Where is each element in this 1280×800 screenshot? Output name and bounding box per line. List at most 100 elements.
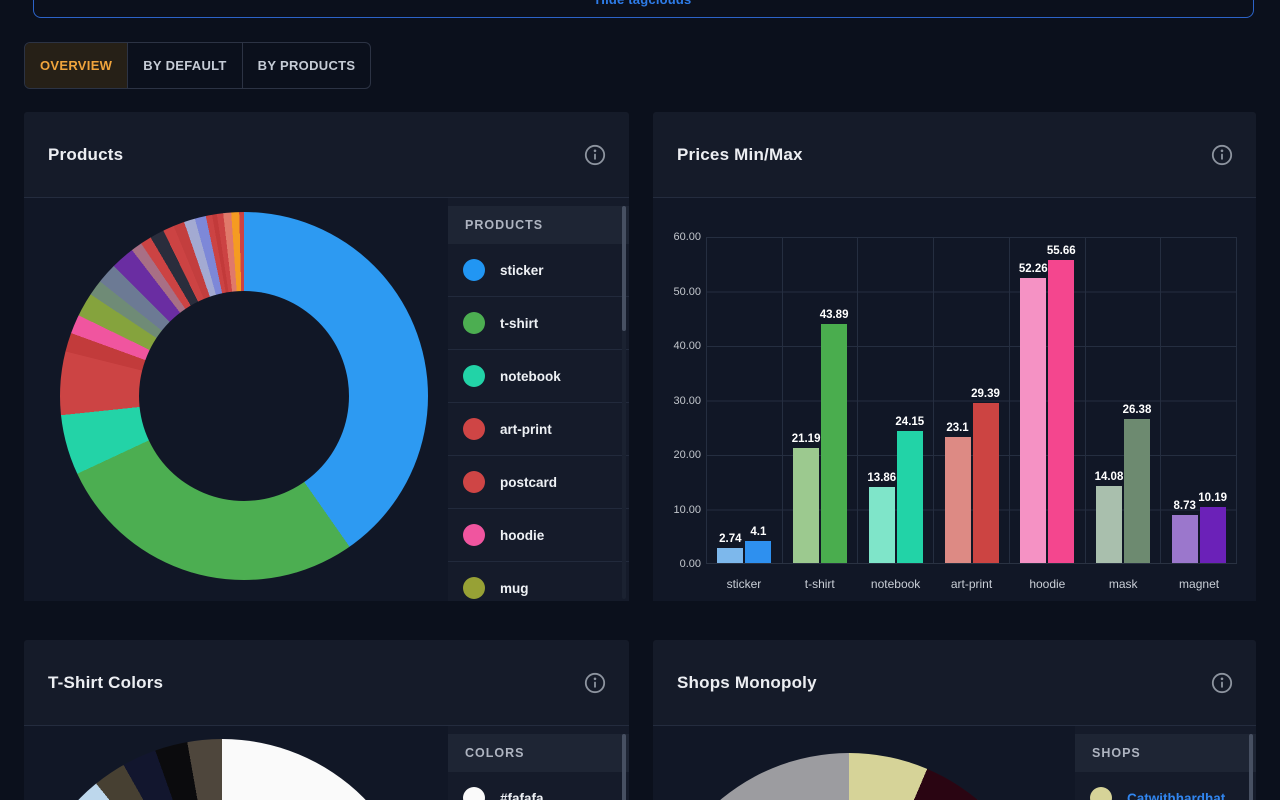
y-axis-tick-label: 40.00: [673, 340, 701, 352]
info-icon[interactable]: [583, 671, 607, 695]
bar-value-label: 52.26: [1018, 263, 1048, 276]
tshirt-colors-card-header: T-Shirt Colors: [24, 640, 629, 725]
bar-value-label: 24.15: [895, 416, 925, 429]
bar-value-label: 2.74: [719, 533, 742, 546]
tshirt-colors-legend: COLORS #fafafa: [448, 726, 629, 800]
sticker-min-bar[interactable]: 2.74: [717, 533, 744, 563]
legend-scrollbar-thumb[interactable]: [1249, 734, 1253, 800]
mask-min-bar[interactable]: 14.08: [1095, 471, 1123, 563]
bar-group-art-print: 23.1 29.39: [934, 237, 1010, 563]
art-print-min-bar[interactable]: 23.1: [944, 422, 971, 563]
legend-scrollbar-thumb[interactable]: [622, 206, 626, 331]
tshirt-colors-card-title: T-Shirt Colors: [48, 672, 164, 692]
legend-color-dot: [463, 418, 485, 440]
prices-card-title: Prices Min/Max: [677, 144, 803, 164]
legend-scrollbar[interactable]: [622, 206, 626, 599]
bar-group-hoodie: 52.26 55.66: [1010, 237, 1086, 563]
tshirt-colors-card: T-Shirt Colors COLORS #fafafa: [24, 640, 629, 800]
hoodie-max-bar[interactable]: 55.66: [1047, 245, 1076, 563]
notebook-max-bar[interactable]: 24.15: [895, 416, 924, 563]
legend-item-label: mug: [500, 580, 529, 596]
legend-scrollbar-thumb[interactable]: [622, 734, 626, 800]
bar-group-magnet: 8.73 10.19: [1161, 237, 1238, 563]
bar-value-label: 55.66: [1046, 244, 1076, 257]
legend-item-notebook[interactable]: notebook: [448, 350, 629, 403]
bar-group-notebook: 13.86 24.15: [858, 237, 935, 563]
t-shirt-min-bar[interactable]: 21.19: [792, 433, 820, 563]
tab-bar: OVERVIEW BY DEFAULT BY PRODUCTS: [24, 42, 372, 89]
legend-item-t-shirt[interactable]: t-shirt: [448, 297, 629, 350]
art-print-max-bar[interactable]: 29.39: [971, 388, 1000, 563]
legend-item-mug[interactable]: mug: [448, 562, 629, 601]
bar-value-label: 8.73: [1173, 500, 1196, 513]
notebook-min-bar[interactable]: 13.86: [867, 472, 896, 563]
legend-color-dot: [463, 524, 485, 546]
legend-item-hoodie[interactable]: hoodie: [448, 509, 629, 562]
x-axis-category-label: sticker: [726, 577, 762, 591]
prices-card-header: Prices Min/Max: [653, 112, 1256, 197]
legend-item-catwithhardhat[interactable]: Catwithhardhat: [1075, 772, 1256, 800]
x-axis-category-label: notebook: [870, 577, 921, 591]
legend-item-label: postcard: [500, 474, 558, 490]
legend-item-label: #fafafa: [500, 790, 544, 800]
legend-scrollbar[interactable]: [622, 734, 626, 800]
legend-item-sticker[interactable]: sticker: [448, 244, 629, 297]
products-donut-chart[interactable]: [60, 212, 428, 580]
bar-group-mask: 14.08 26.38: [1086, 237, 1162, 563]
tshirt-colors-legend-header: COLORS: [448, 734, 629, 772]
products-card-title: Products: [48, 144, 124, 164]
magnet-min-bar[interactable]: 8.73: [1171, 500, 1198, 563]
bar-value-label: 13.86: [867, 472, 897, 485]
t-shirt-max-bar[interactable]: 43.89: [820, 309, 848, 563]
x-axis-category-label: mask: [1108, 577, 1138, 591]
y-axis-tick-label: 30.00: [673, 394, 701, 407]
y-axis-tick-label: 60.00: [673, 231, 701, 243]
y-axis-tick-label: 20.00: [673, 449, 701, 461]
legend-item-link[interactable]: Catwithhardhat: [1127, 790, 1226, 800]
legend-item-postcard[interactable]: postcard: [448, 456, 629, 509]
products-card-header: Products: [24, 112, 629, 197]
hoodie-min-bar[interactable]: 52.26: [1019, 263, 1048, 563]
x-axis-category-label: art-print: [950, 577, 993, 591]
bar-value-label: 4.1: [750, 525, 767, 538]
shops-monopoly-pie-chart[interactable]: [653, 753, 1049, 800]
products-legend-header: PRODUCTS: [448, 206, 629, 244]
sticker-max-bar[interactable]: 4.1: [745, 526, 772, 563]
mask-max-bar[interactable]: 26.38: [1123, 404, 1151, 563]
info-icon[interactable]: [1210, 143, 1234, 167]
bar-group-t-shirt: 21.19 43.89: [783, 237, 859, 563]
tshirt-colors-chart-area: COLORS #fafafa: [24, 725, 629, 800]
tab-overview[interactable]: OVERVIEW: [25, 43, 129, 88]
x-axis-category-label: hoodie: [1029, 577, 1066, 591]
y-axis-tick-label: 0.00: [679, 558, 701, 570]
legend-color-dot: [463, 259, 485, 281]
shops-monopoly-legend: SHOPS Catwithhardhat: [1075, 726, 1256, 800]
legend-item-art-print[interactable]: art-print: [448, 403, 629, 456]
hide-tagclouds-link[interactable]: Hide tagclouds: [596, 0, 692, 7]
bar-value-label: 14.08: [1094, 471, 1124, 484]
legend-item-label: t-shirt: [500, 315, 539, 331]
bar-value-label: 10.19: [1198, 492, 1228, 505]
legend-item-label: hoodie: [500, 527, 545, 543]
bar-value-label: 23.1: [946, 422, 969, 435]
products-legend: PRODUCTS sticker t-shirt notebook art-print…: [448, 198, 629, 601]
bar-value-label: 29.39: [971, 387, 1000, 400]
products-card: Products PRODUCTS sticker t-shirt notebook…: [24, 112, 629, 601]
legend-item--fafafa[interactable]: #fafafa: [448, 772, 629, 800]
top-banner: Hide tagclouds: [33, 0, 1254, 18]
x-axis-category-label: t-shirt: [804, 577, 835, 591]
info-icon[interactable]: [1210, 671, 1234, 695]
legend-scrollbar[interactable]: [1249, 734, 1253, 800]
tab-by-default[interactable]: BY DEFAULT: [128, 43, 243, 88]
shops-monopoly-card-header: Shops Monopoly: [653, 640, 1256, 725]
y-axis-tick-label: 50.00: [673, 285, 701, 298]
tshirt-colors-pie-chart[interactable]: [24, 739, 422, 800]
legend-color-dot: [463, 787, 485, 800]
legend-color-dot: [463, 312, 485, 334]
info-icon[interactable]: [583, 143, 607, 167]
legend-color-dot: [463, 577, 485, 599]
legend-item-label: art-print: [500, 421, 552, 437]
magnet-max-bar[interactable]: 10.19: [1198, 492, 1227, 563]
prices-bar-chart[interactable]: 2.74 4.1 21.19 43.89 13.86 24.15 23.1 29.39 52.2…: [706, 237, 1238, 564]
tab-by-products[interactable]: BY PRODUCTS: [257, 58, 356, 73]
